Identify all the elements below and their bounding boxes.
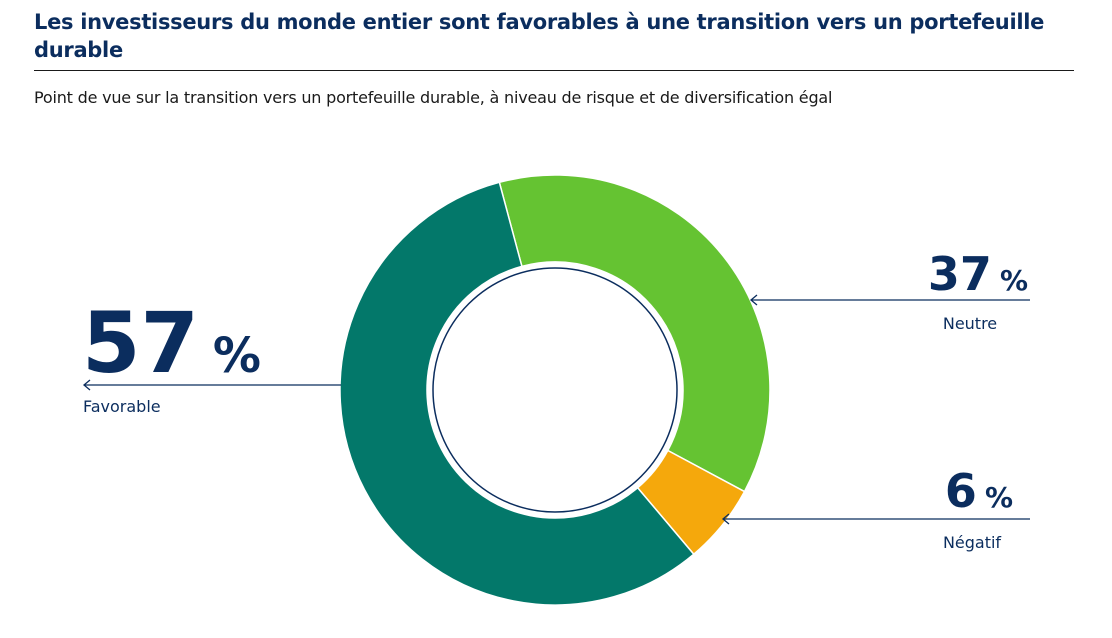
value-label-neutre: 37% (928, 247, 1028, 301)
category-label-neutre: Neutre (943, 314, 997, 333)
donut-slices (339, 174, 771, 606)
annotation-favorable: 57% Favorable (82, 294, 341, 416)
arrow-left-icon (82, 379, 91, 391)
annotation-neutre: 37% Neutre (749, 247, 1030, 333)
chart-subtitle: Point de vue sur la transition vers un p… (34, 88, 833, 107)
donut-slice-favorable (339, 181, 695, 606)
arrow-left-icon (721, 513, 730, 525)
annotation-negatif: 6% Négatif (721, 464, 1030, 552)
category-label-favorable: Favorable (83, 397, 161, 416)
value-label-negatif: 6% (945, 464, 1013, 518)
inner-ring (432, 267, 678, 513)
chart-title: Les investisseurs du monde entier sont f… (34, 10, 1045, 62)
title-divider (34, 70, 1074, 71)
arrow-left-icon (749, 294, 758, 306)
donut-slice-neutre (498, 174, 771, 493)
value-label-favorable: 57% (82, 294, 261, 392)
category-label-negatif: Négatif (943, 533, 1001, 552)
